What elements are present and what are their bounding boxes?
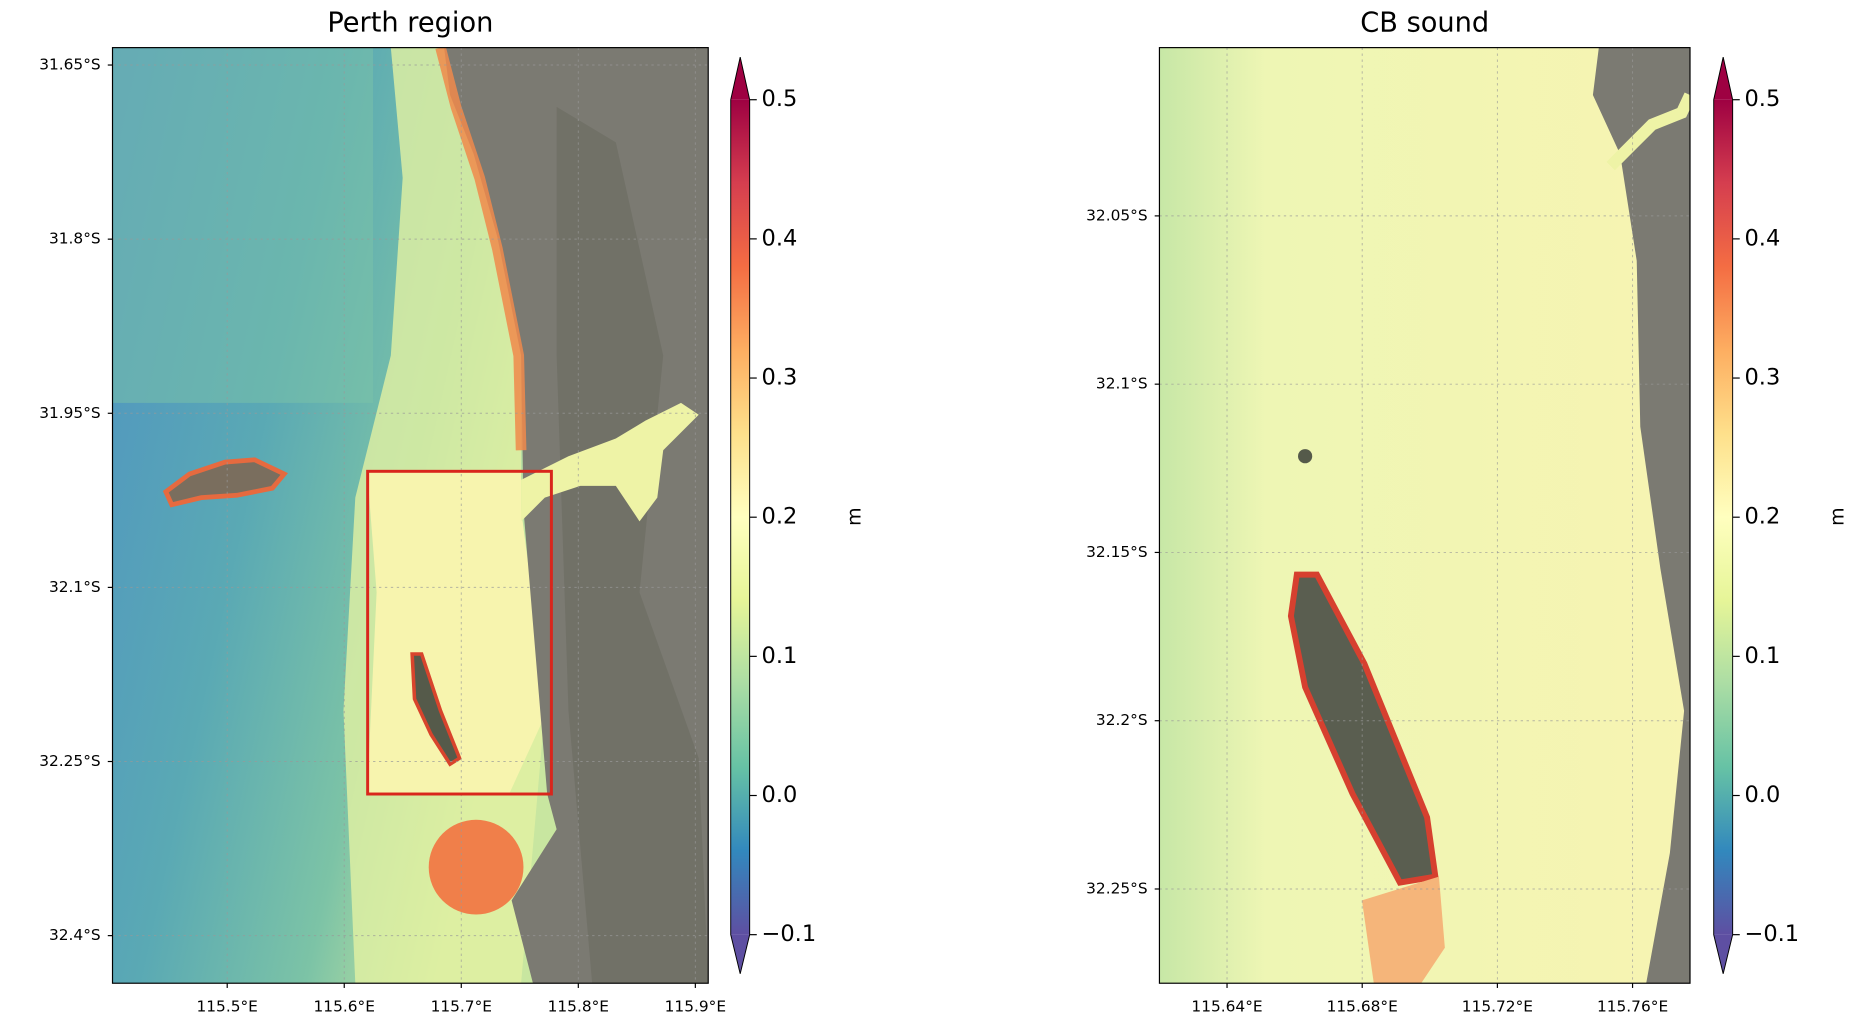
y-tick-label: 32.15°S: [1086, 543, 1147, 561]
y-tick-label: 32.4°S: [49, 926, 101, 944]
y-tick-label: 32.05°S: [1086, 206, 1147, 224]
axes-frame: [111, 47, 709, 984]
colorbar-label: m: [844, 507, 866, 525]
colorbar-tick-label: 0.2: [762, 504, 798, 530]
colorbar-label: m: [1827, 507, 1849, 525]
x-tick-label: 115.6°E: [314, 997, 375, 1015]
colorbar-extend: [730, 57, 750, 100]
colorbar: [1713, 99, 1733, 935]
y-tick-label: 31.8°S: [49, 230, 101, 248]
x-tick-label: 115.68°E: [1327, 997, 1398, 1015]
colorbar-tick-label: 0.4: [762, 225, 798, 251]
map-image: [112, 47, 709, 984]
y-tick-label: 32.25°S: [1086, 879, 1147, 897]
x-tick-label: 115.5°E: [196, 997, 257, 1015]
colorbar-tick-label: 0.5: [1744, 86, 1780, 112]
x-tick-label: 115.8°E: [548, 997, 609, 1015]
colorbar-tick-label: 0.2: [1744, 504, 1780, 530]
x-tick-label: 115.72°E: [1462, 997, 1533, 1015]
y-tick-label: 32.1°S: [49, 578, 101, 596]
colorbar-tick-label: 0.0: [1744, 782, 1780, 808]
colorbar-tick-label: 0.3: [1744, 365, 1780, 391]
colorbar-tick-label: 0.3: [762, 365, 798, 391]
colorbar-tick-label: 0.1: [1744, 643, 1780, 669]
colorbar-tick-label: 0.4: [1744, 225, 1780, 251]
y-tick-label: 32.2°S: [1096, 711, 1148, 729]
colorbar: [730, 99, 750, 935]
colorbar-tick-label: 0.1: [762, 643, 798, 669]
chart-title: CB sound: [1360, 7, 1489, 38]
colorbar-extend: [1713, 57, 1733, 100]
colorbar-tick-label: 0.0: [762, 782, 798, 808]
x-tick-label: 115.76°E: [1597, 997, 1668, 1015]
colorbar-tick-label: 0.5: [762, 86, 798, 112]
y-tick-label: 32.25°S: [39, 752, 100, 770]
y-tick-label: 31.95°S: [39, 404, 100, 422]
axes-frame: [1158, 47, 1691, 984]
map-image: [1159, 47, 1691, 984]
x-tick-label: 115.64°E: [1191, 997, 1262, 1015]
x-tick-label: 115.9°E: [665, 997, 726, 1015]
y-tick-label: 31.65°S: [39, 56, 100, 74]
y-tick-label: 32.1°S: [1096, 375, 1148, 393]
x-tick-label: 115.7°E: [431, 997, 492, 1015]
colorbar-tick-label: −0.1: [762, 921, 817, 947]
chart-title: Perth region: [327, 7, 493, 38]
colorbar-extend: [730, 934, 750, 974]
inset-box: [366, 469, 553, 796]
colorbar-tick-label: −0.1: [1744, 921, 1799, 947]
colorbar-extend: [1713, 934, 1733, 974]
